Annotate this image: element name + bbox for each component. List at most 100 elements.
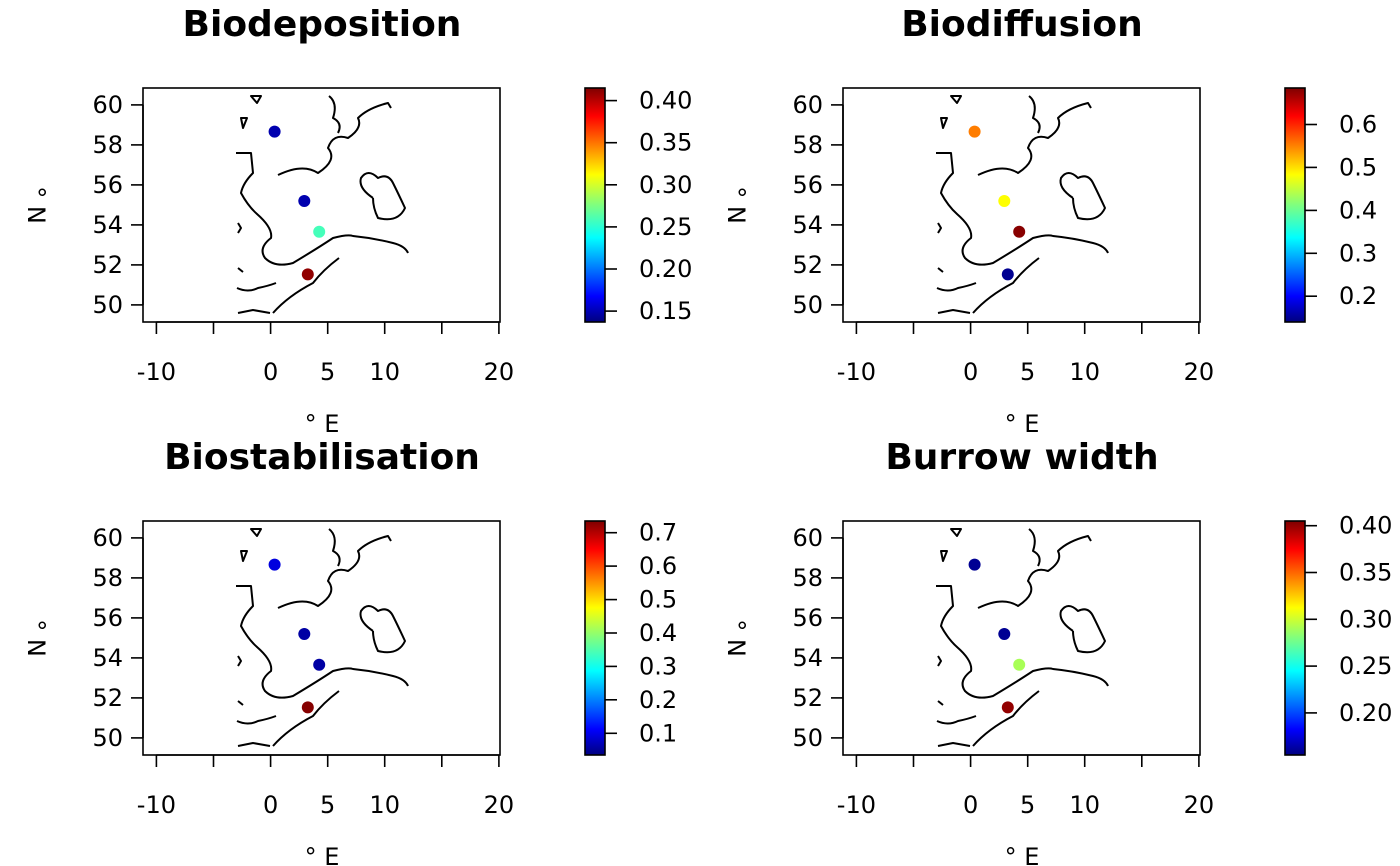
colorbar-tick-label: 0.2 — [639, 686, 677, 714]
data-point — [1001, 701, 1014, 714]
colorbar: 0.20 0.25 0.30 0.35 0.40 — [1284, 512, 1392, 756]
colorbar-tick-label: 0.4 — [1339, 196, 1377, 224]
x-tick-label: -10 — [837, 358, 876, 386]
y-tick-label: 60 — [792, 91, 823, 119]
x-axis: -10 0 5 10 20 ° E — [137, 754, 514, 866]
colorbar-tick-label: 0.30 — [1339, 605, 1392, 633]
x-axis: -10 0 5 10 20 ° E — [837, 321, 1215, 438]
x-tick-label: -10 — [137, 791, 176, 819]
x-axis-label: ° E — [305, 843, 340, 866]
y-tick-label: 50 — [92, 724, 123, 752]
y-tick-label: 54 — [92, 211, 123, 239]
panel-burrow-width: Burrow width -10 0 5 10 — [722, 437, 1392, 866]
x-tick-label: 10 — [369, 358, 400, 386]
x-axis: -10 0 5 10 20 ° E — [837, 754, 1215, 866]
x-axis-label: ° E — [1005, 843, 1040, 866]
x-tick-label: 5 — [1020, 791, 1035, 819]
y-tick-label: 52 — [792, 684, 823, 712]
colorbar-tick-label: 0.6 — [1339, 111, 1377, 139]
y-tick-label: 58 — [792, 564, 823, 592]
data-point — [301, 701, 314, 714]
colorbar-tick-label: 0.1 — [639, 719, 677, 747]
y-tick-label: 58 — [92, 564, 123, 592]
colorbar-tick-label: 0.5 — [639, 586, 677, 614]
data-point — [313, 658, 326, 671]
x-tick-label: -10 — [837, 791, 876, 819]
x-axis-label: ° E — [305, 410, 340, 438]
x-tick-label: 5 — [1020, 358, 1035, 386]
y-tick-label: 50 — [792, 724, 823, 752]
panel-biostabilisation: Biostabilisation -10 0 5 — [22, 437, 677, 866]
y-axis-label: ° N — [22, 619, 50, 657]
x-axis-label: ° E — [1005, 410, 1040, 438]
y-tick-label: 60 — [92, 91, 123, 119]
x-tick-label: 5 — [320, 358, 335, 386]
x-tick-label: 10 — [1069, 791, 1100, 819]
y-axis-label: ° N — [722, 619, 750, 657]
data-point — [1001, 268, 1014, 281]
data-point — [1013, 225, 1026, 238]
y-axis: 50 52 54 56 58 60 ° N — [22, 524, 144, 752]
plot-frame — [142, 520, 501, 756]
y-tick-label: 58 — [92, 131, 123, 159]
x-tick-label: 20 — [484, 358, 515, 386]
colorbar-tick-label: 0.5 — [1339, 153, 1377, 181]
colorbar-tick-label: 0.25 — [1339, 652, 1392, 680]
x-tick-label: 0 — [963, 358, 978, 386]
panel-biodeposition: Biodeposition -10 0 5 1 — [22, 4, 692, 438]
data-point — [298, 628, 311, 640]
data-points — [968, 125, 1026, 281]
coastline — [936, 528, 1109, 747]
coastline — [236, 95, 409, 314]
colorbar-tick-label: 0.3 — [1339, 239, 1377, 267]
data-point — [998, 628, 1011, 640]
x-tick-label: 5 — [320, 791, 335, 819]
data-point — [998, 195, 1011, 207]
colorbar-tick-label: 0.40 — [1339, 512, 1392, 540]
plot-frame — [142, 87, 501, 323]
data-points — [268, 125, 326, 281]
colorbar: 0.15 0.20 0.25 0.30 0.35 0.40 — [584, 87, 692, 325]
x-tick-label: -10 — [137, 358, 176, 386]
coastline — [936, 95, 1109, 314]
colorbar: 0.1 0.2 0.3 0.4 0.5 0.6 0.7 — [584, 519, 677, 756]
y-tick-label: 50 — [92, 291, 123, 319]
y-tick-label: 52 — [792, 251, 823, 279]
y-tick-label: 58 — [792, 131, 823, 159]
data-point — [968, 558, 981, 571]
data-point — [301, 268, 314, 281]
y-axis: 50 52 54 56 58 60 ° N — [22, 91, 144, 319]
y-tick-label: 60 — [92, 524, 123, 552]
x-tick-label: 20 — [1184, 358, 1215, 386]
colorbar-tick-label: 0.35 — [639, 129, 692, 157]
x-axis: -10 0 5 10 20 ° E — [137, 321, 515, 438]
data-point — [268, 558, 281, 571]
data-point — [1013, 658, 1026, 671]
colorbar-tick-label: 0.35 — [1339, 559, 1392, 587]
y-axis-label: ° N — [22, 186, 50, 224]
plot-frame — [842, 87, 1201, 323]
x-tick-label: 20 — [1184, 791, 1215, 819]
colorbar-gradient — [584, 520, 606, 756]
colorbar-tick-label: 0.2 — [1339, 282, 1377, 310]
chart-title: Burrow width — [885, 437, 1158, 478]
data-point — [313, 225, 326, 238]
colorbar-gradient — [1284, 520, 1306, 756]
coastline — [236, 528, 409, 747]
panel-biodiffusion: Biodiffusion -10 0 5 10 — [722, 4, 1377, 438]
colorbar-tick-label: 0.15 — [639, 297, 692, 325]
y-tick-label: 50 — [792, 291, 823, 319]
y-tick-label: 56 — [792, 604, 823, 632]
y-tick-label: 52 — [92, 684, 123, 712]
colorbar-tick-label: 0.4 — [639, 619, 677, 647]
data-points — [968, 558, 1026, 714]
data-point — [268, 125, 281, 138]
x-tick-label: 10 — [1069, 358, 1100, 386]
colorbar-gradient — [1284, 87, 1306, 323]
y-tick-label: 60 — [792, 524, 823, 552]
data-point — [968, 125, 981, 138]
x-tick-label: 0 — [963, 791, 978, 819]
y-tick-label: 54 — [792, 644, 823, 672]
colorbar-tick-label: 0.7 — [639, 519, 677, 547]
